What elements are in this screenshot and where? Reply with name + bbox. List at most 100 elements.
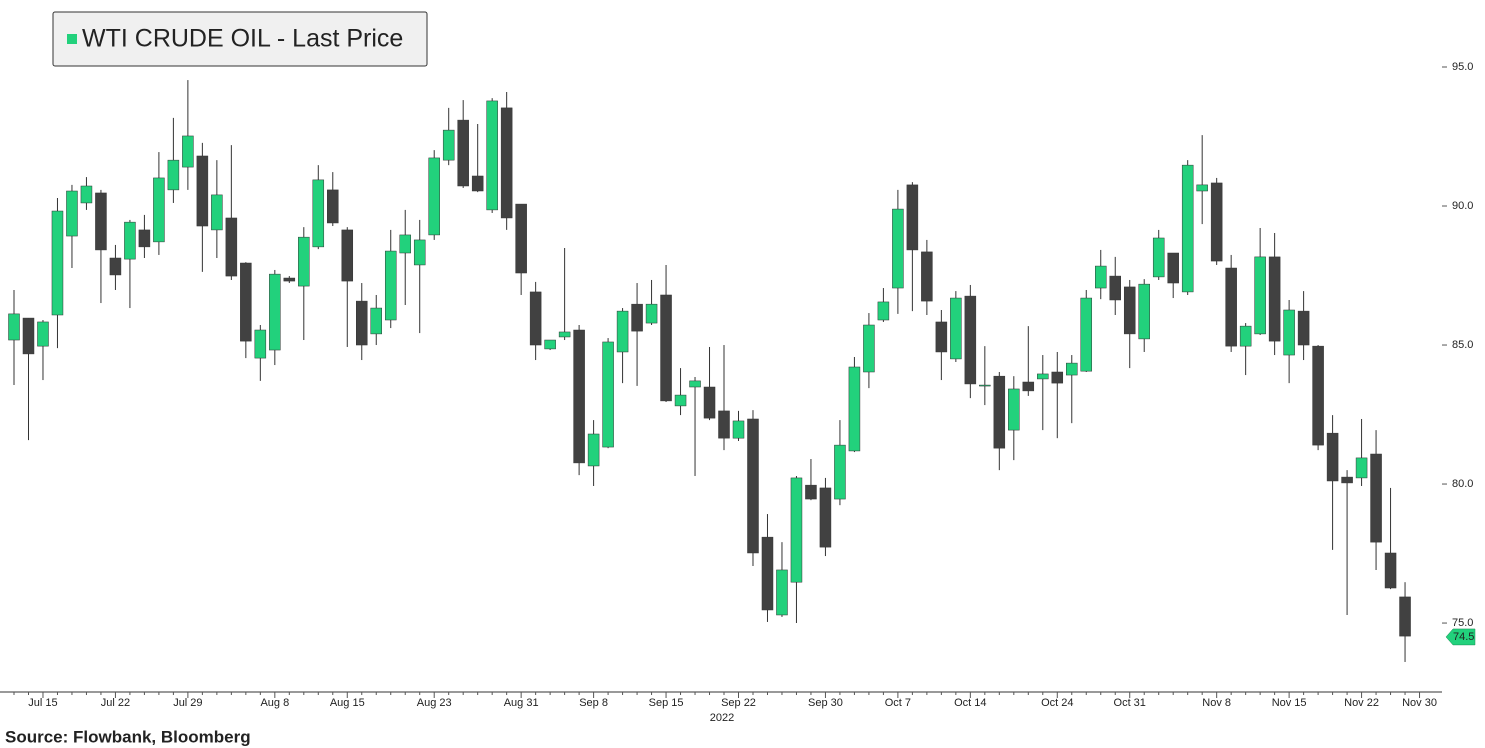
x-tick-label: Oct 14 (954, 697, 986, 709)
candle-body (211, 194, 223, 231)
candle-body (370, 307, 382, 335)
y-tick-label: 90.0 (1452, 200, 1473, 212)
candle-body (1095, 265, 1107, 289)
candle-body (1254, 256, 1266, 335)
candle-body (442, 129, 455, 161)
x-tick-label: Aug 31 (504, 697, 539, 709)
candle-body (1080, 297, 1093, 372)
x-tick-label: Nov 15 (1272, 697, 1307, 709)
x-tick-label: Sep 8 (579, 697, 608, 709)
candle-body (1283, 309, 1295, 356)
candle-body (66, 190, 78, 237)
candle-body (602, 341, 614, 448)
candle-body (1341, 476, 1353, 484)
candle-body (660, 294, 672, 402)
candle-body (1051, 371, 1064, 384)
candle-body (1008, 388, 1020, 431)
candle-body (1181, 164, 1194, 293)
candle-body (413, 239, 426, 266)
candle-body (298, 236, 310, 287)
candle-body (819, 487, 832, 548)
candle-body (921, 251, 933, 302)
candle-body (486, 100, 498, 211)
candle-body (269, 273, 281, 351)
candle-body (1066, 362, 1078, 376)
candle-body (124, 221, 136, 260)
candle-body (776, 569, 788, 616)
candle-body (457, 119, 469, 187)
last-price-label: 74.5 (1453, 631, 1474, 643)
x-tick-label: Oct 7 (885, 697, 911, 709)
candle-body (225, 217, 238, 277)
candle-body (1138, 283, 1150, 340)
candle-body (1384, 552, 1397, 589)
x-tick-label: Nov 8 (1202, 697, 1231, 709)
candle-body (1312, 345, 1324, 446)
candle-body (22, 317, 35, 355)
candle-body (674, 394, 687, 407)
candle-body (544, 339, 556, 350)
candle-body (341, 229, 354, 282)
candle-body (1239, 325, 1252, 347)
candle-body (906, 184, 919, 251)
candle-body (761, 536, 774, 611)
candle-body (703, 386, 716, 419)
legend-label: WTI CRUDE OIL - Last Price (82, 25, 403, 53)
candle-body (327, 189, 339, 224)
candle-body (1210, 182, 1223, 262)
candle-body (8, 313, 20, 341)
candle-body (240, 262, 252, 342)
x-tick-label: Oct 31 (1114, 697, 1146, 709)
candle-body (790, 477, 803, 583)
candle-body (834, 444, 846, 500)
candle-body (964, 295, 977, 385)
candle-body (500, 107, 513, 219)
x-tick-label: Jul 22 (101, 697, 130, 709)
candle-body (1225, 267, 1237, 347)
candle-body (1297, 310, 1310, 346)
y-tick-label: 95.0 (1452, 61, 1473, 73)
source-note: Source: Flowbank, Bloomberg (5, 727, 251, 746)
x-tick-label: Jul 29 (173, 697, 202, 709)
x-tick-label: Aug 23 (417, 697, 452, 709)
candle-body (1399, 596, 1411, 637)
candle-body (1370, 453, 1382, 543)
candle-body (428, 157, 440, 236)
candle-body (109, 257, 122, 276)
candle-body (1152, 237, 1165, 278)
candle-body (1123, 286, 1136, 335)
x-tick-label: Sep 22 (721, 697, 756, 709)
candle-body (51, 210, 64, 316)
candle-body (805, 484, 817, 500)
x-tick-label: Aug 8 (260, 697, 289, 709)
candle-body (95, 192, 107, 251)
x-tick-label: Nov 30 (1402, 697, 1437, 709)
candle-body (747, 418, 759, 554)
candle-body (399, 234, 411, 254)
candle-body (1268, 256, 1281, 342)
x-tick-label: Jul 15 (28, 697, 57, 709)
x-year-label: 2022 (710, 712, 734, 724)
candle-body (1167, 252, 1179, 284)
y-tick-label: 85.0 (1452, 339, 1473, 351)
last-price-tag (1445, 628, 1476, 646)
legend-box (52, 11, 428, 67)
y-tick-label: 80.0 (1452, 478, 1473, 490)
candle-body (515, 203, 527, 274)
candle-body (732, 420, 745, 439)
candle-body (892, 208, 904, 289)
x-tick-label: Oct 24 (1041, 697, 1073, 709)
candle-body (616, 310, 629, 353)
candle-body (529, 291, 542, 346)
candle-body (1326, 432, 1339, 482)
candle-body (935, 321, 948, 353)
candle-body (848, 366, 861, 452)
candle-body (138, 229, 151, 248)
y-tick-label: 75.0 (1452, 617, 1473, 629)
candle-body (587, 433, 600, 467)
candle-body (153, 177, 165, 243)
candle-body (558, 331, 571, 338)
candle-body (80, 185, 93, 204)
